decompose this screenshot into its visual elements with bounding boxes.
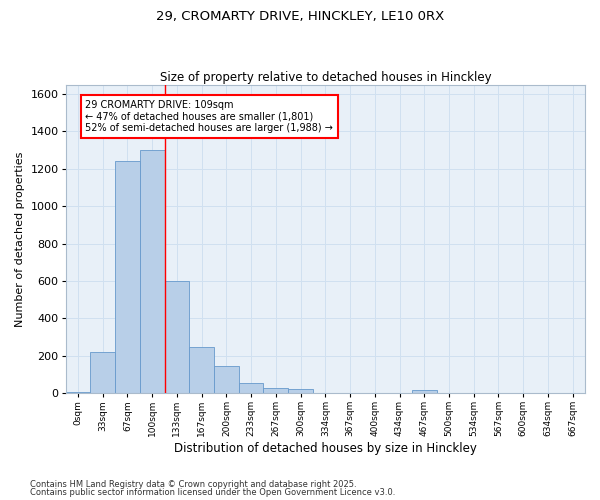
Title: Size of property relative to detached houses in Hinckley: Size of property relative to detached ho… xyxy=(160,70,491,84)
Bar xyxy=(239,383,263,393)
Bar xyxy=(189,348,214,393)
Bar xyxy=(214,366,239,393)
Bar xyxy=(164,281,189,393)
X-axis label: Distribution of detached houses by size in Hinckley: Distribution of detached houses by size … xyxy=(174,442,477,455)
Bar xyxy=(140,150,164,393)
Bar xyxy=(288,390,313,393)
Text: 29 CROMARTY DRIVE: 109sqm
← 47% of detached houses are smaller (1,801)
52% of se: 29 CROMARTY DRIVE: 109sqm ← 47% of detac… xyxy=(85,100,333,133)
Bar xyxy=(65,392,91,393)
Y-axis label: Number of detached properties: Number of detached properties xyxy=(15,151,25,326)
Bar xyxy=(91,352,115,393)
Text: Contains public sector information licensed under the Open Government Licence v3: Contains public sector information licen… xyxy=(30,488,395,497)
Bar xyxy=(412,390,437,393)
Bar xyxy=(115,162,140,393)
Text: 29, CROMARTY DRIVE, HINCKLEY, LE10 0RX: 29, CROMARTY DRIVE, HINCKLEY, LE10 0RX xyxy=(156,10,444,23)
Text: Contains HM Land Registry data © Crown copyright and database right 2025.: Contains HM Land Registry data © Crown c… xyxy=(30,480,356,489)
Bar xyxy=(263,388,288,393)
